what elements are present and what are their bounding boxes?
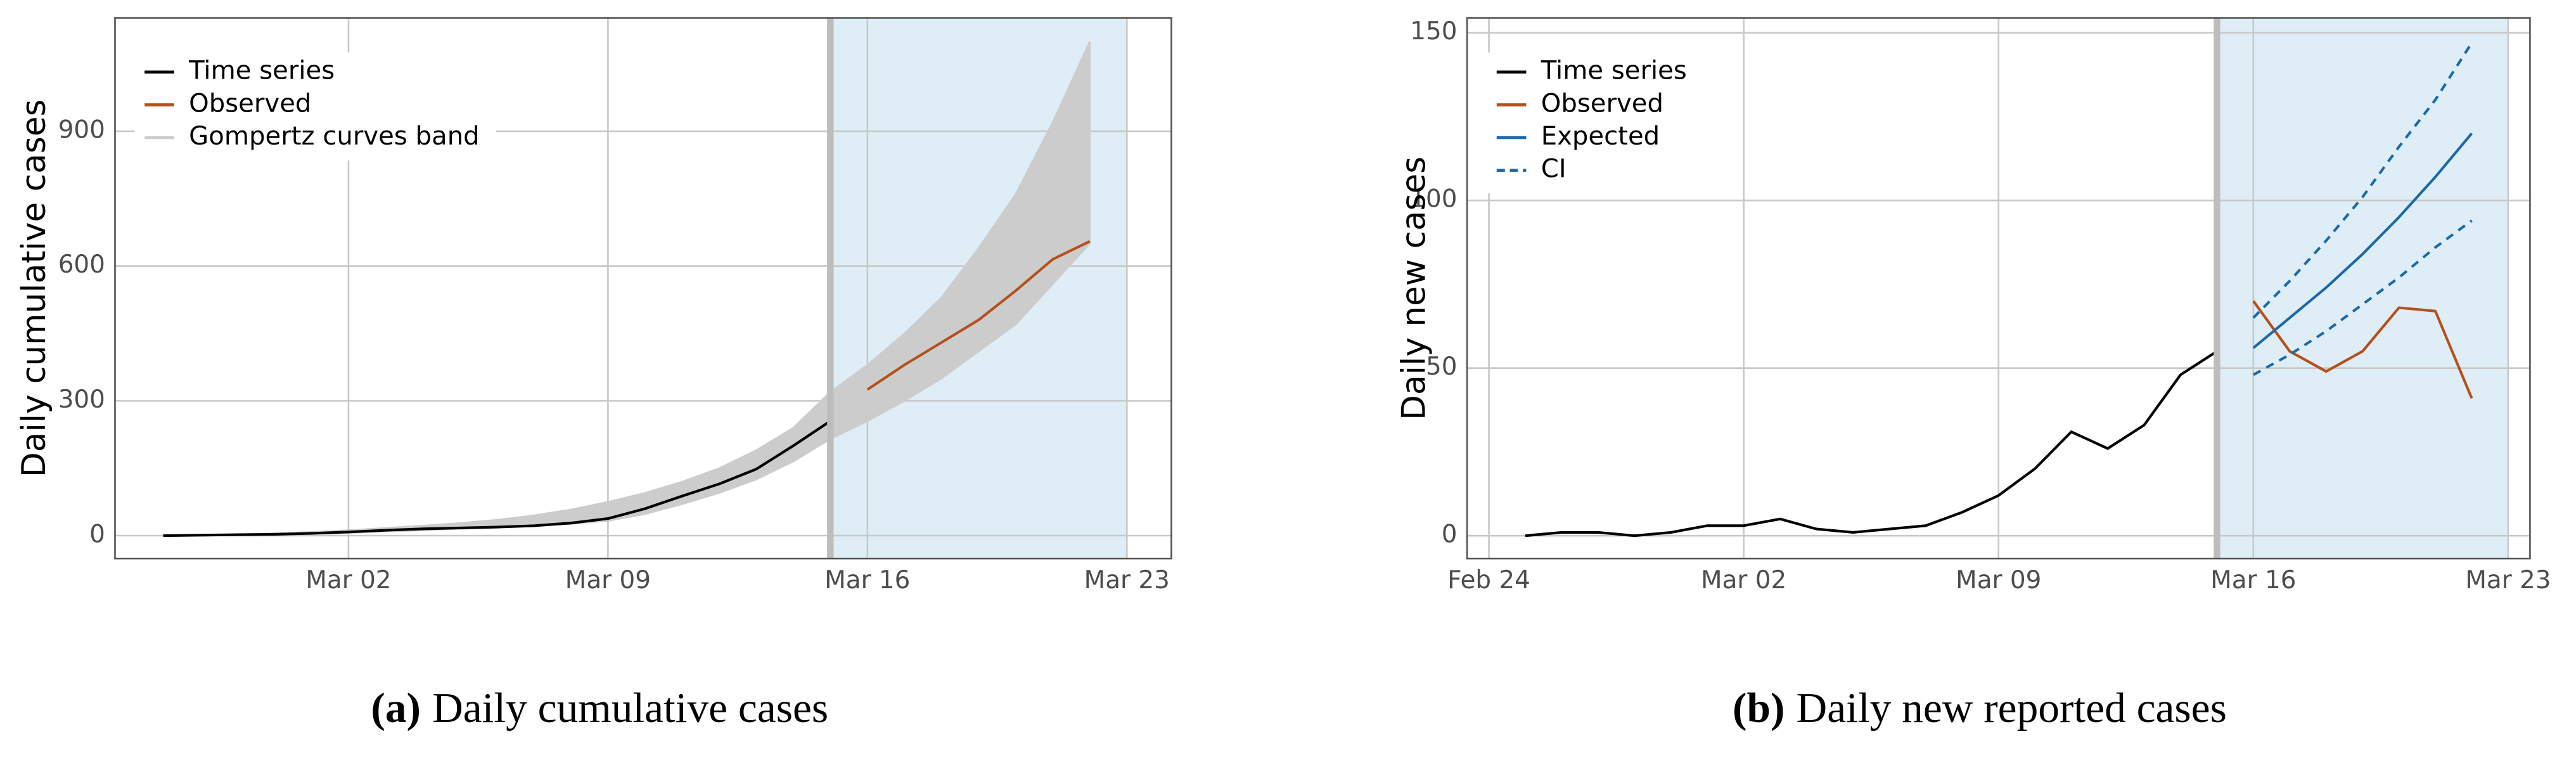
legend-background (134, 52, 496, 161)
x-tick-label: Mar 09 (1956, 566, 2041, 595)
x-tick-label: Mar 23 (1084, 566, 1170, 595)
subcaption-text: Daily cumulative cases (432, 685, 828, 732)
x-tick-label: Mar 16 (824, 566, 910, 595)
x-tick-label: Feb 24 (1447, 566, 1530, 595)
series-line (2252, 300, 2473, 399)
y-tick-label: 600 (58, 250, 105, 279)
series-line (1525, 350, 2218, 538)
y-tick-label: 900 (58, 116, 105, 145)
ci-line (2252, 219, 2473, 377)
y-axis-title: Daily cumulative cases (15, 100, 53, 477)
legend-label: Gompertz curves band (189, 122, 480, 151)
series-line (2252, 132, 2473, 349)
forecast-region (2217, 18, 2508, 559)
x-tick-label: Mar 02 (1701, 566, 1786, 595)
legend-label: Observed (1541, 89, 1663, 118)
subcaption: (b) Daily new reported cases (1733, 685, 2227, 732)
y-tick-label: 300 (58, 385, 105, 414)
ci-line (2252, 42, 2473, 319)
x-tick-label: Mar 23 (2465, 566, 2551, 595)
chart: 0 300 600 900 Mar 02 Mar 09 Mar 16 Mar 23 Time s… (15, 17, 1172, 732)
y-tick-label: 0 (1442, 520, 1458, 549)
x-tick-label: Mar 09 (565, 566, 651, 595)
y-axis-title: Daily new cases (1395, 157, 1433, 420)
series-line (163, 420, 831, 538)
subcaption: (a) Daily cumulative cases (371, 685, 828, 732)
series-line (866, 240, 1091, 391)
plot-frame (1466, 17, 2531, 560)
y-tick-label: 150 (1410, 17, 1457, 46)
legend-label: CI (1541, 155, 1567, 184)
legend-background (1487, 52, 1701, 193)
y-tick-label: 100 (1410, 185, 1457, 214)
legend-label: Time series (188, 56, 335, 86)
x-tick-label: Mar 02 (305, 566, 391, 595)
subcaption-label: (b) (1733, 685, 1785, 732)
legend-label: Time series (1541, 56, 1687, 86)
plot-frame (114, 17, 1172, 560)
x-tick-label: Mar 16 (2210, 566, 2296, 595)
subcaption-label: (a) (371, 685, 421, 732)
subcaption-text: Daily new reported cases (1797, 685, 2227, 732)
y-tick-label: 0 (89, 520, 105, 549)
legend-label: Expected (1541, 122, 1660, 151)
legend-label: Observed (189, 89, 311, 118)
chart: 0 50 100 150 Feb 24 Mar 02 Mar 09 Mar 16 Mar 23 T… (1395, 17, 2551, 731)
y-tick-label: 50 (1426, 352, 1457, 381)
